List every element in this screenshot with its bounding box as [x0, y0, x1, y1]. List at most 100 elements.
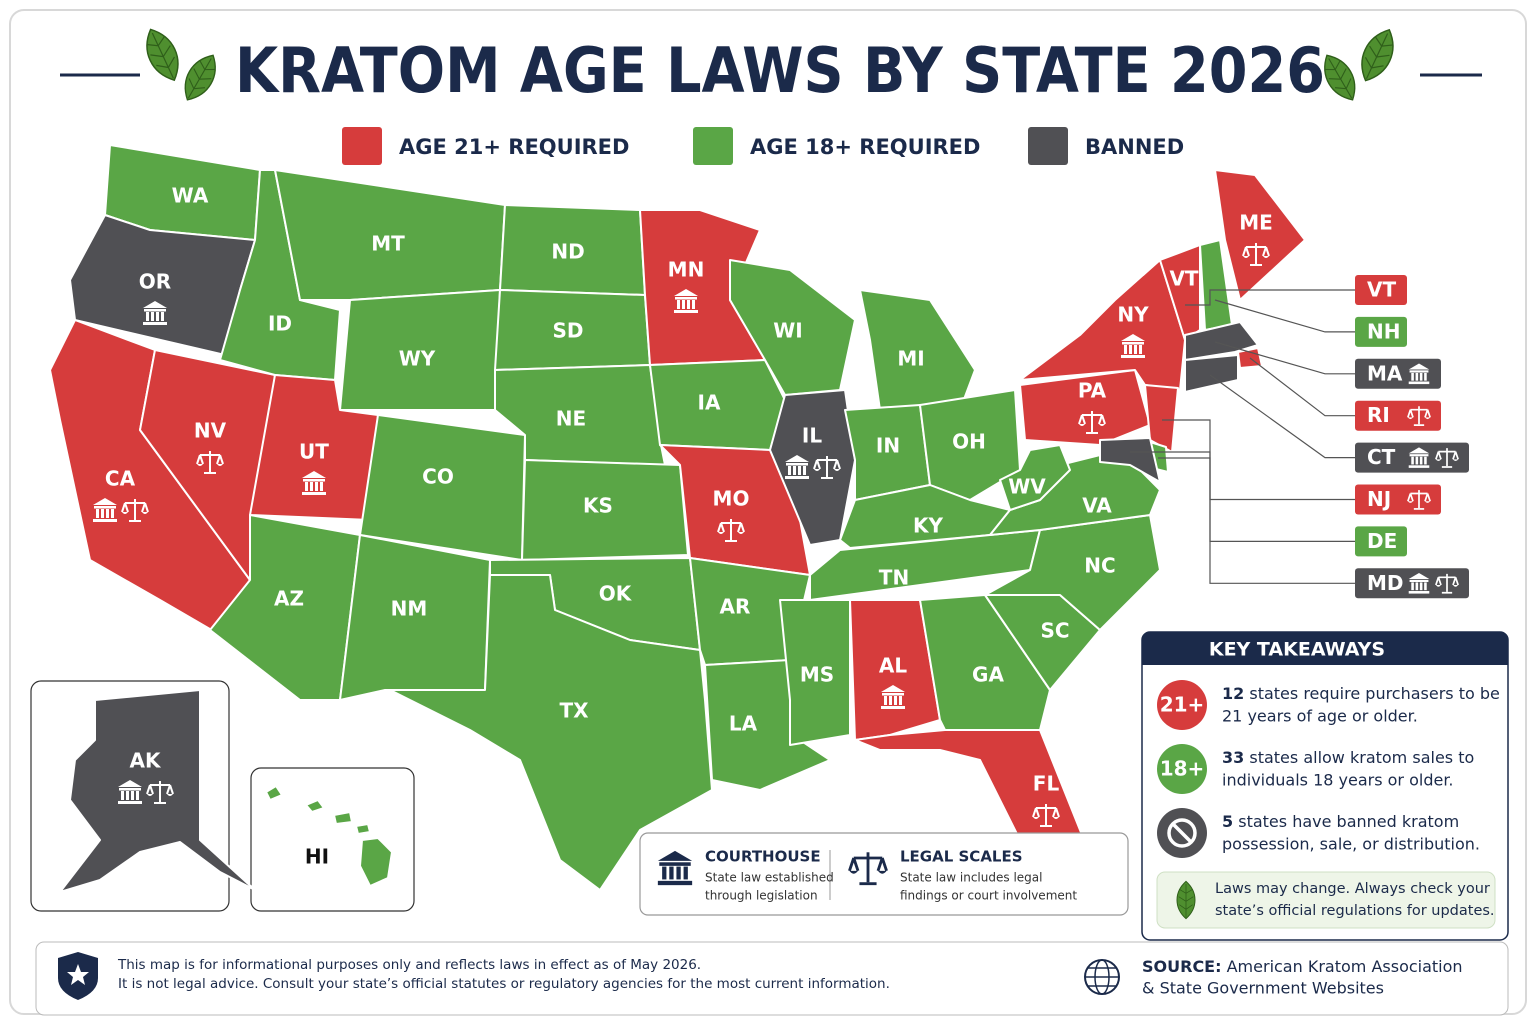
- leader-line: [1185, 289, 1355, 306]
- state-label: WI: [773, 319, 803, 343]
- leader-line: [1130, 451, 1355, 584]
- state-label: SC: [1040, 619, 1069, 643]
- leader-line: [1249, 357, 1355, 417]
- state-label: HI: [305, 845, 329, 869]
- takeaways-title: KEY TAKEAWAYS: [1209, 639, 1385, 661]
- state-shape: [999, 444, 1071, 511]
- state-label: MN: [668, 258, 705, 282]
- state-shape: [1159, 244, 1201, 341]
- state-label: MI: [897, 347, 924, 371]
- state-label: WY: [399, 347, 436, 371]
- globe-icon: [1085, 967, 1119, 987]
- takeaway-count: 33: [1222, 748, 1244, 767]
- takeaways-header: [1142, 632, 1508, 665]
- state-shape: [919, 389, 1021, 501]
- symbol-key-text: State law established: [705, 871, 834, 885]
- state-label: GA: [972, 663, 1004, 687]
- state-label: NE: [556, 407, 586, 431]
- state-label: OK: [599, 582, 633, 606]
- callout-box: [1355, 275, 1407, 305]
- callout-label: NJ: [1367, 487, 1391, 511]
- state-label: AR: [720, 595, 751, 619]
- state-label: FL: [1033, 772, 1060, 796]
- state-label: WA: [172, 184, 209, 208]
- state-label: ND: [551, 240, 584, 264]
- callout-label: MD: [1367, 571, 1404, 595]
- state-label: AK: [130, 749, 162, 773]
- state-label: ME: [1239, 211, 1273, 235]
- state-label: CO: [422, 465, 454, 489]
- takeaway-badge: [1157, 680, 1207, 730]
- state-label: WV: [1008, 475, 1046, 499]
- symbol-key-box: [639, 832, 1129, 916]
- state-label: AL: [879, 654, 907, 678]
- callout-label: VT: [1367, 278, 1396, 302]
- takeaway-line: states allow kratom sales to: [1249, 748, 1474, 767]
- state-label: NV: [194, 419, 227, 443]
- disclaimer-text: This map is for informational purposes o…: [117, 957, 701, 973]
- legend-label: BANNED: [1085, 135, 1184, 159]
- state-label: VA: [1082, 494, 1112, 518]
- symbol-key-title: LEGAL SCALES: [900, 848, 1023, 866]
- symbol-key-text: through legislation: [705, 889, 818, 903]
- legend-label: AGE 21+ REQUIRED: [399, 135, 629, 159]
- state-shape: [779, 599, 851, 746]
- state-shape: [389, 574, 713, 891]
- takeaway-text: 5 states have banned kratom: [1222, 812, 1459, 831]
- state-label: AZ: [274, 587, 304, 611]
- state-label: NY: [1117, 303, 1149, 327]
- callout-label: CT: [1367, 445, 1396, 469]
- state-label: TX: [559, 699, 589, 723]
- takeaway-line: states have banned kratom: [1238, 812, 1459, 831]
- source-text: & State Government Websites: [1142, 979, 1384, 998]
- state-label: VT: [1169, 267, 1198, 291]
- state-label: PA: [1078, 379, 1107, 403]
- state-label: SD: [552, 319, 583, 343]
- state-shape: [1214, 169, 1306, 301]
- legend-swatch: [342, 127, 382, 165]
- state-label: MS: [800, 663, 834, 687]
- note-box: [1156, 871, 1496, 929]
- source-text: SOURCE: American Kratom Association: [1142, 957, 1463, 976]
- takeaway-badge-label: 21+: [1160, 693, 1205, 717]
- state-label: NC: [1084, 554, 1115, 578]
- state-label: UT: [299, 440, 329, 464]
- state-label: TN: [879, 566, 909, 590]
- state-label: OR: [139, 270, 171, 294]
- state-shape: [265, 785, 393, 887]
- takeaway-count: 5: [1222, 812, 1233, 831]
- note-text: state’s official regulations for updates…: [1215, 903, 1495, 919]
- state-label: KS: [583, 494, 613, 518]
- symbol-key-title: COURTHOUSE: [705, 848, 821, 866]
- takeaway-badge: [1157, 744, 1207, 794]
- footer-box: [35, 941, 1509, 1016]
- source-label: SOURCE:: [1142, 957, 1222, 976]
- page-title: KRATOM AGE LAWS BY STATE 2026: [235, 34, 1325, 107]
- takeaway-text: 33 states allow kratom sales to: [1222, 748, 1474, 767]
- state-label: LA: [729, 712, 758, 736]
- state-label: ID: [268, 312, 292, 336]
- state-label: OH: [952, 430, 986, 454]
- symbol-key-text: State law includes legal: [900, 871, 1042, 885]
- takeaway-badge-label: 18+: [1160, 757, 1205, 781]
- callout-label: DE: [1367, 529, 1397, 553]
- takeaway-text: 12 states require purchasers to be: [1222, 684, 1500, 703]
- state-label: KY: [913, 514, 943, 538]
- leader-line: [1209, 374, 1355, 459]
- state-shape: [849, 599, 941, 741]
- state-shape: [59, 689, 256, 893]
- state-label: MT: [371, 232, 405, 256]
- source-line: American Kratom Association: [1227, 957, 1463, 976]
- callout-label: NH: [1367, 319, 1400, 343]
- callout-box: [1355, 526, 1407, 557]
- symbol-key-text: findings or court involvement: [900, 889, 1077, 903]
- leader-line: [1214, 341, 1355, 375]
- shield-star: [67, 964, 89, 985]
- leader-line: [1214, 299, 1355, 333]
- state-label: CA: [105, 467, 136, 491]
- takeaway-line: states require purchasers to be: [1249, 684, 1500, 703]
- legend-swatch: [693, 127, 733, 165]
- state-shape: [1184, 321, 1259, 361]
